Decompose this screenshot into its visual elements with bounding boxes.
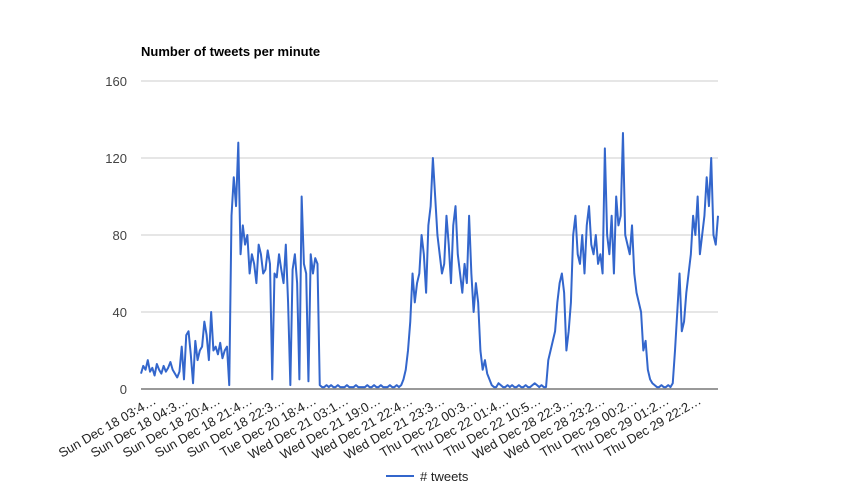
y-tick-label: 160 xyxy=(105,74,127,89)
y-tick-label: 120 xyxy=(105,151,127,166)
y-tick-label: 80 xyxy=(113,228,127,243)
y-axis-ticks: 0 40 80 120 160 xyxy=(105,74,127,397)
chart-title: Number of tweets per minute xyxy=(141,44,320,59)
y-tick-label: 40 xyxy=(113,305,127,320)
y-tick-label: 0 xyxy=(120,382,127,397)
legend[interactable]: # tweets xyxy=(386,469,469,484)
legend-label-tweets: # tweets xyxy=(420,469,469,484)
x-axis-ticks: Sun Dec 18 03:4…Sun Dec 18 04:3…Sun Dec … xyxy=(56,393,704,463)
gridlines xyxy=(141,80,718,313)
plot-area xyxy=(140,131,719,389)
series-line-tweets[interactable] xyxy=(140,131,719,389)
